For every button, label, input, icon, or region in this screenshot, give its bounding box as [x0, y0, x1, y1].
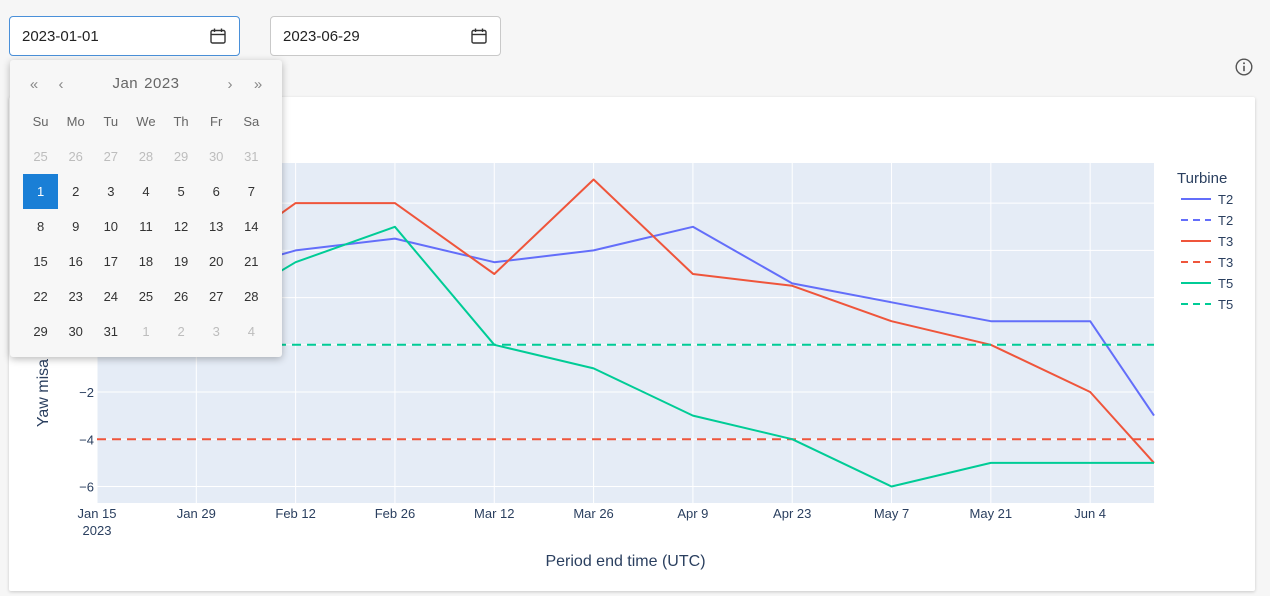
x-tick-label: Feb 26: [375, 506, 415, 521]
weekday-label: Sa: [243, 114, 260, 129]
x-tick-label: Jan 15: [77, 506, 116, 521]
calendar-day[interactable]: 30: [68, 324, 83, 339]
x-tick-label: Apr 9: [677, 506, 708, 521]
calendar-day[interactable]: 23: [68, 289, 83, 304]
calendar-day[interactable]: 31: [103, 324, 119, 339]
calendar-day[interactable]: 17: [103, 254, 119, 269]
calendar-day[interactable]: 13: [208, 219, 224, 234]
legend-label: T2: [1218, 192, 1233, 207]
calendar-week: 15 16 17 18 19 20 21: [23, 244, 269, 279]
y-tick-label: −4: [79, 432, 94, 447]
x-year-label: 2023: [83, 523, 112, 538]
calendar-day[interactable]: 31: [244, 149, 259, 164]
y-axis-title: Yaw misa: [35, 359, 52, 427]
calendar-day[interactable]: 30: [208, 149, 224, 164]
month-year-label: Jan 2023: [10, 75, 282, 92]
x-tick-label: Jun 4: [1074, 506, 1106, 521]
calendar-day[interactable]: 28: [138, 149, 154, 164]
legend-label: T5: [1218, 297, 1233, 312]
end-date-input[interactable]: 2023-06-29: [270, 16, 501, 56]
legend-label: T3: [1218, 255, 1233, 270]
calendar-day[interactable]: 14: [244, 219, 259, 234]
calendar-day-selected[interactable]: 1: [23, 174, 59, 209]
prev-year-button[interactable]: «: [29, 76, 39, 93]
weekday-label: Tu: [103, 114, 119, 129]
y-tick-label: −6: [79, 479, 94, 494]
calendar-day[interactable]: 5: [177, 184, 185, 199]
legend-label: T2: [1218, 213, 1233, 228]
weekday-label: We: [136, 114, 156, 129]
month-label: Jan: [112, 75, 139, 92]
prev-month-button[interactable]: ‹: [58, 76, 64, 93]
x-tick-label: Mar 26: [573, 506, 613, 521]
calendar-day[interactable]: 12: [173, 219, 189, 234]
calendar-day[interactable]: 2: [177, 324, 185, 339]
weekday-label: Fr: [210, 114, 223, 129]
calendar-day[interactable]: 25: [138, 289, 154, 304]
calendar-day[interactable]: 29: [173, 149, 189, 164]
calendar-day[interactable]: 1: [142, 324, 150, 339]
calendar-icon[interactable]: [470, 27, 488, 45]
calendar-day[interactable]: 22: [33, 289, 48, 304]
calendar-day[interactable]: 18: [138, 254, 154, 269]
year-label: 2023: [144, 75, 180, 92]
calendar-day[interactable]: 27: [103, 149, 119, 164]
calendar-week: 8 9 10 11 12 13 14: [23, 209, 269, 244]
calendar-day[interactable]: 21: [244, 254, 259, 269]
calendar-day[interactable]: 10: [103, 219, 119, 234]
x-tick-label: Mar 12: [474, 506, 514, 521]
next-year-button[interactable]: »: [253, 76, 263, 93]
x-axis-title: Period end time (UTC): [545, 553, 705, 570]
y-tick-label: −2: [79, 385, 94, 400]
calendar-day[interactable]: 29: [33, 324, 48, 339]
start-date-value: 2023-01-01: [22, 27, 99, 45]
x-tick-label: Feb 12: [275, 506, 315, 521]
weekday-label: Su: [32, 114, 49, 129]
legend-label: T3: [1218, 234, 1233, 249]
calendar-day[interactable]: 25: [33, 149, 48, 164]
date-picker-header: « ‹ Jan 2023 › »: [10, 74, 282, 98]
x-tick-label: Apr 23: [773, 506, 811, 521]
calendar-day[interactable]: 2: [72, 184, 80, 199]
x-tick-label: Jan 29: [177, 506, 216, 521]
calendar-day[interactable]: 4: [142, 184, 150, 199]
calendar-day[interactable]: 4: [247, 324, 255, 339]
calendar-week: 22 23 24 25 26 27 28: [23, 279, 269, 314]
calendar-week: 29 30 31 1 2 3 4: [23, 314, 269, 349]
legend-title: Turbine: [1177, 170, 1227, 187]
calendar-day[interactable]: 24: [103, 289, 119, 304]
calendar-grid: Su Mo Tu We Th Fr Sa 25 26 27 28 29 30 31 1 2 3 4 5 6 7 8 9 10 1…: [23, 104, 269, 349]
x-tick-label: May 7: [874, 506, 909, 521]
calendar-day[interactable]: 20: [208, 254, 224, 269]
legend-label: T5: [1218, 276, 1233, 291]
x-tick-label: May 21: [970, 506, 1013, 521]
weekday-header: Su Mo Tu We Th Fr Sa: [23, 104, 269, 139]
calendar-day[interactable]: 28: [244, 289, 259, 304]
calendar-day[interactable]: 27: [208, 289, 224, 304]
weekday-label: Th: [173, 114, 189, 129]
calendar-icon[interactable]: [209, 27, 227, 45]
calendar-day[interactable]: 9: [72, 219, 80, 234]
calendar-day[interactable]: 3: [107, 184, 115, 199]
calendar-day[interactable]: 26: [68, 149, 83, 164]
weekday-label: Mo: [66, 114, 85, 129]
start-date-input[interactable]: 2023-01-01: [9, 16, 240, 56]
calendar-day[interactable]: 7: [247, 184, 255, 199]
next-month-button[interactable]: ›: [227, 76, 233, 93]
calendar-day[interactable]: 6: [212, 184, 220, 199]
end-date-value: 2023-06-29: [283, 27, 360, 45]
info-icon[interactable]: [1235, 58, 1253, 76]
calendar-day[interactable]: 19: [173, 254, 189, 269]
date-picker-popup: « ‹ Jan 2023 › » Su Mo Tu We Th Fr Sa 25 26 27 28 29…: [10, 60, 282, 357]
calendar-day[interactable]: 3: [212, 324, 220, 339]
calendar-week: 25 26 27 28 29 30 31: [23, 139, 269, 174]
calendar-day[interactable]: 11: [139, 219, 153, 234]
calendar-day[interactable]: 15: [33, 254, 48, 269]
calendar-day[interactable]: 26: [173, 289, 189, 304]
calendar-day[interactable]: 16: [68, 254, 83, 269]
calendar-day[interactable]: 8: [36, 219, 45, 234]
